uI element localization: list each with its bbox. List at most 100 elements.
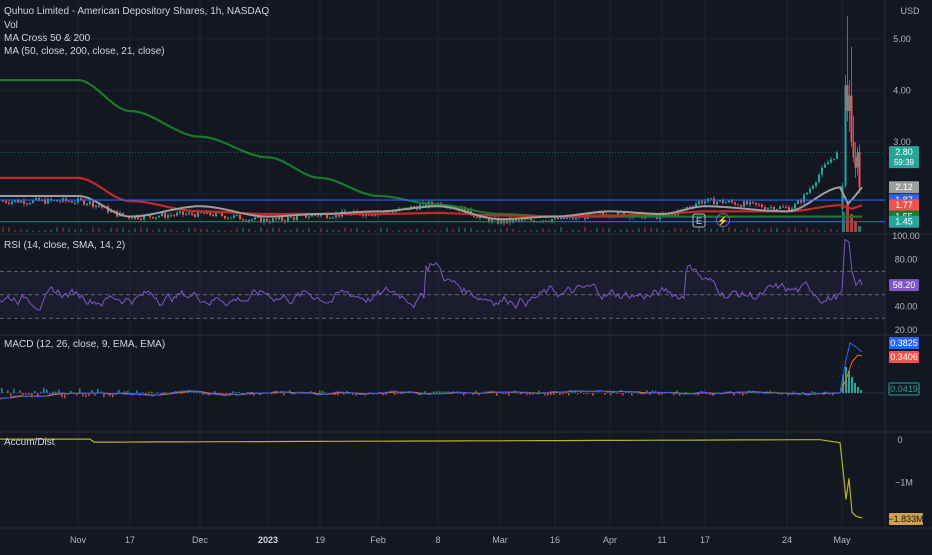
candle-body: [86, 204, 88, 205]
candle-body: [824, 164, 826, 167]
candle-body: [188, 213, 190, 214]
candle-body: [23, 201, 25, 204]
volume-bar: [338, 230, 340, 232]
candle-body: [182, 212, 184, 215]
candle-body: [329, 218, 331, 219]
volume-bar: [446, 228, 448, 232]
volume-bar: [674, 228, 676, 232]
x-tick-label: 17: [125, 535, 135, 545]
candle-body: [59, 201, 61, 202]
volume-bar: [14, 230, 16, 232]
volume-bar: [548, 229, 550, 232]
volume-bar: [482, 230, 484, 232]
candle-body: [2, 201, 4, 202]
volume-bar: [224, 230, 226, 232]
volume-bar: [854, 222, 857, 232]
macd-hist-bar: [46, 390, 48, 393]
volume-bar: [242, 228, 244, 232]
candle-body: [227, 218, 229, 219]
price-tag-2.12: 2.12: [889, 181, 919, 193]
macd-hist-bar: [565, 392, 567, 393]
candle-body: [746, 201, 748, 204]
macd-hist-bar: [475, 391, 477, 393]
x-tick-label: 8: [435, 535, 440, 545]
candle-body: [764, 207, 766, 209]
volume-bar: [260, 227, 262, 232]
macd-hist-bar: [19, 390, 21, 393]
candle-body: [731, 201, 733, 203]
candle-body: [251, 219, 253, 220]
candle-body: [98, 205, 100, 206]
candle-body: [812, 186, 814, 189]
candle-body: [224, 216, 226, 218]
candle-body: [698, 201, 700, 203]
candle-body: [701, 201, 703, 203]
volume-bar: [26, 230, 28, 232]
volume-bar: [422, 230, 424, 232]
volume-bar: [110, 228, 112, 232]
candle-body: [847, 85, 849, 111]
macd-hist-bar: [538, 391, 540, 393]
volume-bar: [182, 231, 184, 232]
macd-hist-bar: [142, 392, 144, 393]
volume-bar: [758, 229, 760, 232]
volume-bar: [434, 230, 436, 232]
volume-bar: [716, 229, 718, 232]
volume-bar: [542, 228, 544, 232]
macd-hist-bar: [22, 393, 24, 395]
volume-bar: [206, 229, 208, 232]
candle-body: [266, 219, 268, 222]
candle-body: [755, 203, 757, 205]
rsi-tick: 20.00: [895, 325, 918, 335]
macd-hist-bar: [25, 393, 27, 395]
candle-body: [476, 217, 478, 218]
volume-bar: [278, 228, 280, 232]
volume-bar: [266, 229, 268, 232]
macd-hist-bar: [742, 393, 744, 396]
volume-bar: [380, 228, 382, 232]
rsi-tick: 40.00: [895, 302, 918, 312]
volume-bar: [764, 229, 766, 232]
volume-bar: [812, 229, 814, 232]
macd-hist-bar: [562, 393, 564, 395]
volume-bar: [698, 228, 700, 232]
volume-bar: [8, 227, 10, 232]
volume-bar: [458, 227, 460, 232]
volume-bar: [566, 231, 568, 232]
candle-body: [800, 201, 802, 203]
candle-body: [857, 152, 859, 167]
macd-hist-bar: [274, 393, 276, 394]
volume-bar: [272, 228, 274, 232]
volume-bar: [782, 230, 784, 232]
macd-hist-bar: [436, 391, 438, 393]
macd-hist-bar: [58, 389, 60, 393]
volume-bar: [506, 228, 508, 232]
macd-hist-bar: [685, 392, 687, 393]
volume-bar: [452, 229, 454, 232]
candle-body: [140, 219, 142, 220]
volume-bar: [38, 231, 40, 232]
macd-hist-bar: [745, 393, 747, 394]
macd-hist-bar: [628, 392, 630, 393]
volume-bar: [602, 229, 604, 232]
candle-body: [758, 204, 760, 205]
macd-hist-bar: [851, 377, 853, 393]
macd-hist-bar: [526, 393, 528, 395]
volume-bar: [746, 228, 748, 232]
volume-bar: [356, 228, 358, 232]
volume-bar: [362, 230, 364, 232]
macd-hist-bar: [283, 393, 285, 395]
macd-hist-bar: [811, 391, 813, 393]
candle-body: [524, 219, 526, 220]
candle-body: [11, 202, 13, 204]
macd-hist-bar: [571, 392, 573, 393]
volume-bar: [470, 228, 472, 232]
candle-body: [794, 204, 796, 209]
volume-bar: [638, 228, 640, 232]
candle-body: [740, 205, 742, 207]
candle-body: [212, 215, 214, 216]
volume-bar: [524, 231, 526, 232]
candle-body: [8, 203, 10, 204]
candle-body: [530, 219, 532, 221]
